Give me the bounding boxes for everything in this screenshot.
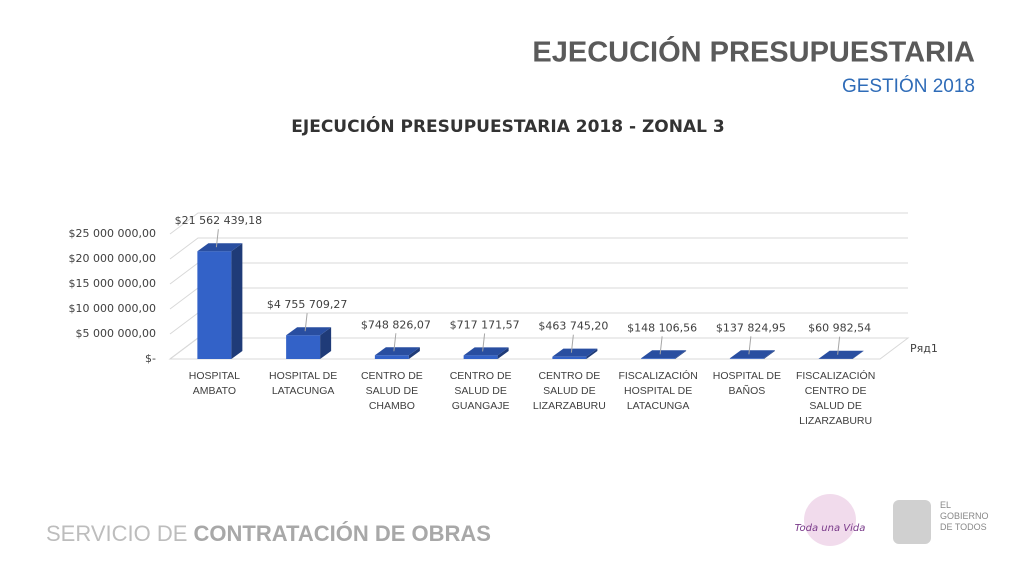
grid-segment <box>169 237 908 260</box>
logo-government-box: EL GOBIERNO DE TODOS <box>940 500 989 532</box>
bar-side <box>675 350 687 359</box>
logo-campaign: Toda una Vida <box>795 523 866 534</box>
bar <box>729 350 775 359</box>
x-tick-label: FISCALIZACIÓN HOSPITAL DE LATACUNGA <box>618 370 698 412</box>
logo-campaign-icon <box>804 494 856 546</box>
data-label: $21 562 439,18 <box>175 214 262 227</box>
bar <box>463 347 509 359</box>
bar-top <box>641 350 687 359</box>
data-label: $60 982,54 <box>808 322 871 335</box>
bar <box>641 350 687 359</box>
x-tick-label: CENTRO DE SALUD DE CHAMBO <box>360 370 423 412</box>
data-label: $463 745,20 <box>538 320 608 333</box>
bar <box>286 327 332 359</box>
footer-prefix: SERVICIO DE <box>46 521 187 546</box>
grid-segment <box>169 212 908 235</box>
legend-label: Ряд1 <box>910 342 938 355</box>
slide-subtitle: GESTIÓN 2018 <box>842 75 975 97</box>
y-tick-label: $20 000 000,00 <box>69 252 156 265</box>
bar <box>197 243 243 359</box>
logo-shield <box>893 500 931 544</box>
bar-top <box>552 348 598 357</box>
floor <box>168 337 910 360</box>
x-tick-label: HOSPITAL DE LATACUNGA <box>268 370 338 397</box>
logo-government: EL GOBIERNO DE TODOS <box>940 500 989 532</box>
bar-top <box>286 327 332 336</box>
grid-segment <box>169 262 908 285</box>
bar-top <box>818 350 864 359</box>
y-tick-label: $10 000 000,00 <box>69 302 156 315</box>
x-tick-label: CENTRO DE SALUD DE LIZARZABURU <box>532 370 606 412</box>
y-tick-label: $25 000 000,00 <box>69 227 156 240</box>
footer: SERVICIO DE CONTRATACIÓN DE OBRAS <box>46 521 491 546</box>
data-label: $148 106,56 <box>627 321 697 334</box>
bar-front <box>729 358 764 359</box>
leader-line <box>659 336 663 355</box>
data-label: $137 824,95 <box>716 321 786 334</box>
y-tick-label: $15 000 000,00 <box>69 277 156 290</box>
x-tick-label: HOSPITAL DE BAÑOS <box>712 370 781 397</box>
leader-line <box>837 336 841 355</box>
grid-line <box>169 262 908 285</box>
leader-line <box>393 333 397 352</box>
bar-side <box>320 327 332 359</box>
grid-line <box>169 237 908 260</box>
grid-segment <box>169 337 908 360</box>
footer-name: CONTRATACIÓN DE OBRAS <box>194 521 491 546</box>
bar <box>374 347 420 359</box>
x-tick-label: HOSPITAL AMBATO <box>188 370 240 397</box>
bar-front <box>463 355 498 359</box>
y-tick-label: $5 000 000,00 <box>76 327 156 340</box>
bar <box>818 350 864 359</box>
bar-top <box>729 350 775 359</box>
y-tick-label: $- <box>145 352 156 365</box>
leader-line <box>304 313 308 332</box>
data-label: $748 826,07 <box>361 318 431 331</box>
x-tick-label: CENTRO DE SALUD DE GUANGAJE <box>449 370 512 412</box>
bar-side <box>586 348 598 359</box>
x-tick-label: FISCALIZACIÓN CENTRO DE SALUD DE LIZARZA… <box>795 370 876 427</box>
grid-line <box>169 337 908 360</box>
bar-side <box>408 347 420 359</box>
bar-top <box>374 347 420 356</box>
bar-side <box>763 350 775 359</box>
data-label: $717 171,57 <box>450 318 520 331</box>
slide-title: EJECUCIÓN PRESUPUESTARIA <box>532 35 975 69</box>
bar-top <box>463 347 509 356</box>
leader-line <box>748 336 752 355</box>
bar-front <box>197 251 232 359</box>
leader-line <box>482 333 486 352</box>
grid-line <box>169 212 908 235</box>
bar-side <box>497 347 509 359</box>
leader-line <box>570 334 574 353</box>
bar <box>552 348 598 359</box>
bar-front <box>552 356 587 359</box>
bar-top <box>197 243 243 252</box>
leader-line <box>215 229 219 248</box>
bar-front <box>641 358 676 359</box>
bar-front <box>374 355 409 359</box>
bar-side <box>852 350 864 359</box>
data-label: $4 755 709,27 <box>267 298 347 311</box>
bar-front <box>286 335 321 359</box>
bar-side <box>231 243 243 359</box>
chart-title: EJECUCIÓN PRESUPUESTARIA 2018 - ZONAL 3 <box>291 115 724 137</box>
